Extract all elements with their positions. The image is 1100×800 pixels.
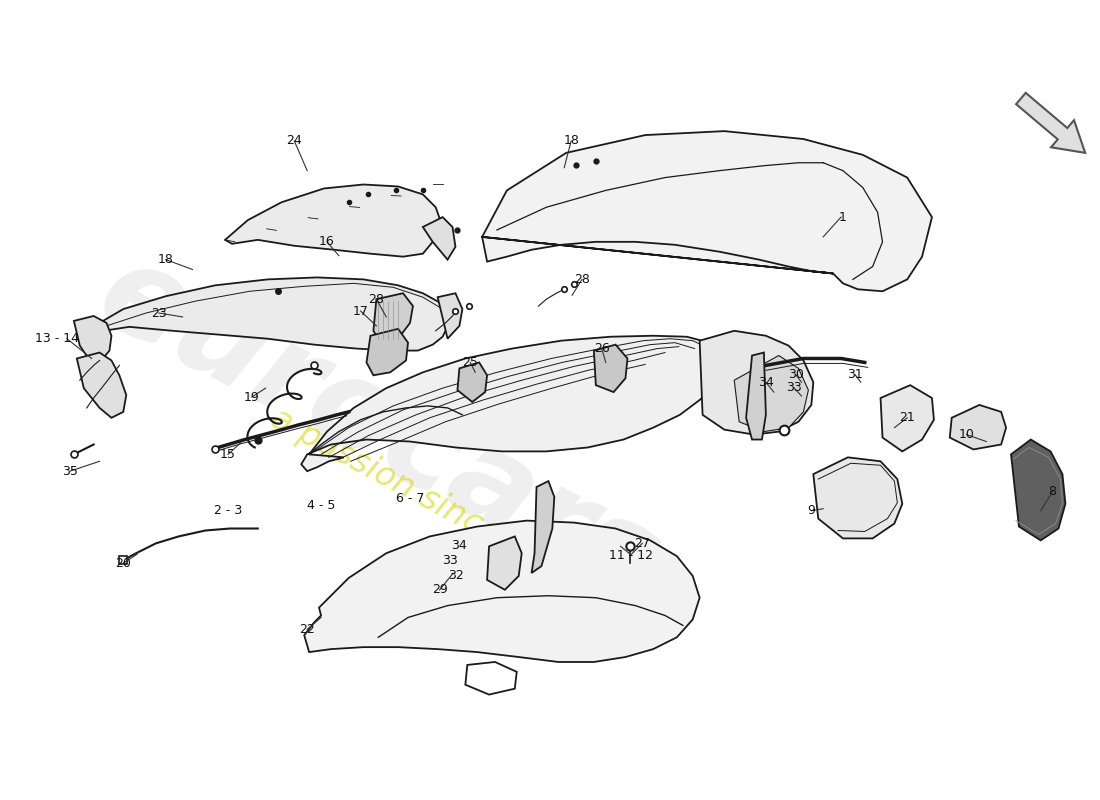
Polygon shape bbox=[366, 329, 408, 375]
Polygon shape bbox=[77, 353, 127, 418]
Polygon shape bbox=[1011, 439, 1066, 540]
Text: 11 - 12: 11 - 12 bbox=[609, 549, 653, 562]
Text: 9: 9 bbox=[807, 504, 815, 518]
Polygon shape bbox=[373, 294, 412, 342]
Text: 2 - 3: 2 - 3 bbox=[214, 504, 242, 518]
Polygon shape bbox=[949, 405, 1006, 450]
Text: 31: 31 bbox=[847, 368, 862, 381]
Text: 28: 28 bbox=[574, 273, 590, 286]
Polygon shape bbox=[458, 362, 487, 402]
Text: 18: 18 bbox=[563, 134, 579, 147]
Text: 27: 27 bbox=[635, 537, 650, 550]
Text: 28: 28 bbox=[368, 293, 384, 306]
Text: 4 - 5: 4 - 5 bbox=[307, 499, 336, 512]
Text: 15: 15 bbox=[220, 448, 236, 461]
Text: 35: 35 bbox=[62, 465, 78, 478]
Text: 33: 33 bbox=[442, 554, 458, 566]
Text: 22: 22 bbox=[299, 623, 315, 636]
Text: 13 - 14: 13 - 14 bbox=[35, 332, 79, 346]
Text: 34: 34 bbox=[451, 539, 468, 552]
Text: 23: 23 bbox=[151, 306, 167, 319]
Polygon shape bbox=[734, 355, 808, 432]
Text: 20: 20 bbox=[116, 557, 131, 570]
Polygon shape bbox=[746, 353, 766, 439]
Polygon shape bbox=[813, 458, 902, 538]
FancyArrow shape bbox=[1016, 93, 1086, 153]
Polygon shape bbox=[487, 537, 521, 590]
Text: 6 - 7: 6 - 7 bbox=[396, 492, 425, 506]
Text: 25: 25 bbox=[462, 356, 478, 369]
Text: a passion since 1985: a passion since 1985 bbox=[265, 402, 591, 596]
Text: 29: 29 bbox=[432, 583, 448, 596]
Text: 1: 1 bbox=[839, 210, 847, 224]
Polygon shape bbox=[438, 294, 462, 338]
Polygon shape bbox=[74, 316, 111, 362]
Polygon shape bbox=[422, 217, 455, 260]
Polygon shape bbox=[305, 521, 700, 662]
Text: 30: 30 bbox=[788, 368, 803, 381]
Text: 17: 17 bbox=[353, 305, 369, 318]
Text: eurocars: eurocars bbox=[78, 232, 679, 628]
Polygon shape bbox=[100, 278, 452, 350]
Text: 24: 24 bbox=[286, 134, 302, 147]
Polygon shape bbox=[465, 662, 517, 694]
Text: 34: 34 bbox=[758, 376, 773, 389]
Text: 10: 10 bbox=[958, 428, 975, 441]
Text: 21: 21 bbox=[900, 411, 915, 424]
Text: 33: 33 bbox=[785, 381, 802, 394]
Polygon shape bbox=[226, 185, 442, 257]
Text: 32: 32 bbox=[448, 570, 463, 582]
Polygon shape bbox=[301, 336, 724, 471]
Polygon shape bbox=[700, 331, 813, 434]
Polygon shape bbox=[880, 385, 934, 451]
Text: 16: 16 bbox=[319, 235, 334, 248]
Text: 8: 8 bbox=[1048, 486, 1056, 498]
Text: 19: 19 bbox=[244, 390, 260, 403]
Text: 18: 18 bbox=[158, 253, 174, 266]
Text: 26: 26 bbox=[594, 342, 609, 355]
Polygon shape bbox=[531, 481, 554, 573]
Polygon shape bbox=[594, 345, 627, 392]
Polygon shape bbox=[482, 131, 932, 291]
